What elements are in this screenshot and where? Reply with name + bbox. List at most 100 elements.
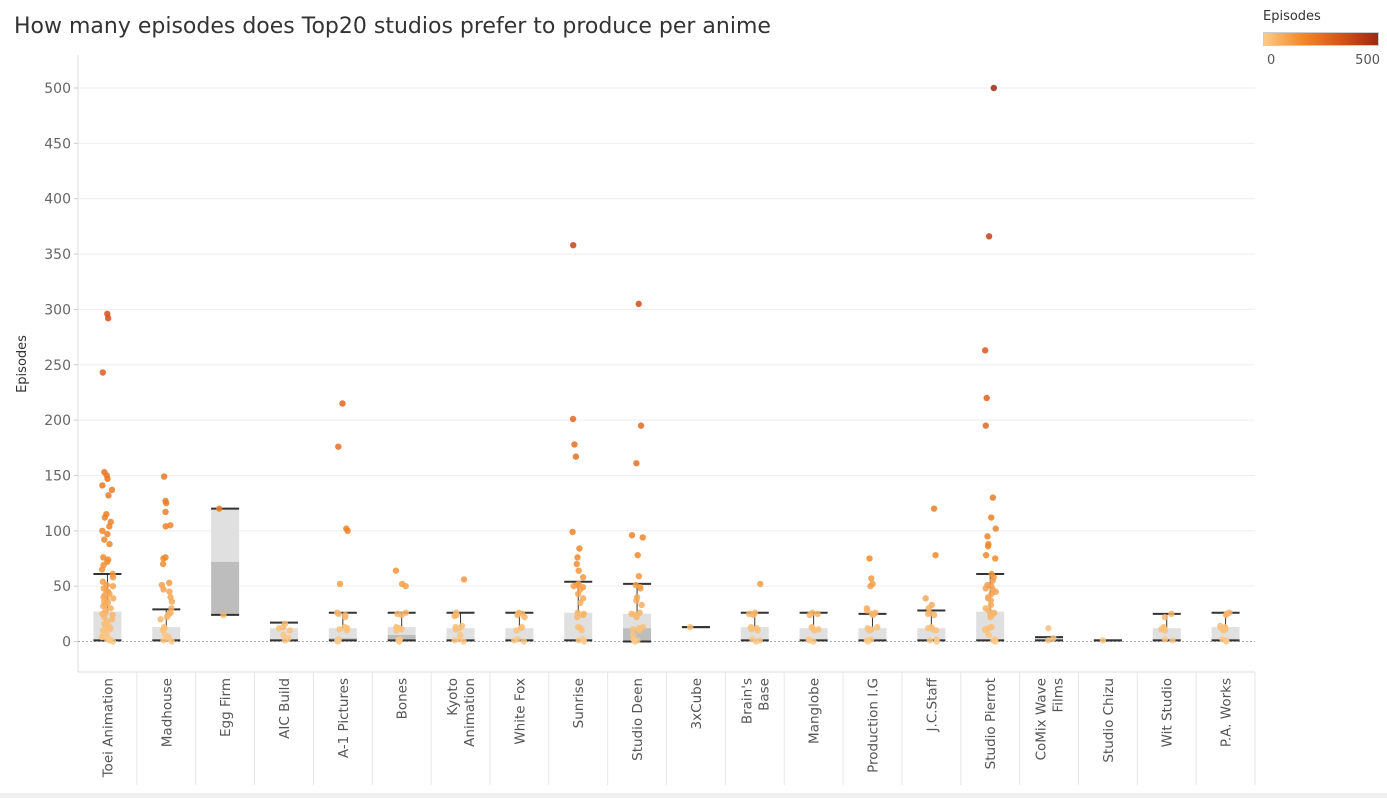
data-point [864, 607, 871, 614]
box-upper [1152, 628, 1181, 640]
data-point [633, 597, 640, 604]
data-point [984, 543, 992, 550]
x-category-label: J.C.Staff [924, 677, 940, 732]
data-point [98, 566, 106, 573]
data-point [637, 422, 645, 429]
data-point [107, 605, 114, 612]
data-point [752, 638, 760, 645]
data-point [633, 460, 640, 467]
legend-max-label: 500 [1355, 53, 1380, 68]
data-point [280, 631, 287, 639]
data-point [106, 540, 113, 548]
data-point [105, 492, 112, 499]
data-point [275, 625, 283, 632]
y-tick-label: 450 [44, 136, 71, 152]
data-point [576, 545, 583, 552]
data-point [985, 631, 992, 639]
data-point [868, 575, 875, 582]
box-lower [623, 628, 652, 642]
data-point [575, 637, 582, 644]
data-point [99, 369, 107, 376]
data-point [982, 347, 989, 354]
data-point [286, 627, 294, 634]
data-point [987, 613, 994, 621]
data-point [930, 505, 938, 512]
data-point [572, 453, 580, 460]
data-point [1169, 637, 1176, 644]
data-point [578, 627, 585, 634]
data-point [982, 551, 990, 559]
data-point [631, 638, 639, 645]
box-lower [211, 561, 240, 615]
box-lower [328, 638, 357, 641]
data-point [579, 611, 587, 619]
x-category-label: Toei Animation [100, 678, 116, 778]
data-point [1161, 627, 1169, 634]
data-point [635, 627, 643, 634]
data-point [335, 443, 342, 450]
box-upper [328, 628, 357, 639]
data-point [637, 585, 644, 592]
x-category-label: Base [756, 678, 772, 711]
y-tick-label: 400 [44, 192, 71, 208]
data-point [575, 590, 582, 598]
data-point [638, 601, 645, 609]
data-point [983, 394, 990, 402]
y-axis-title: Episodes [15, 335, 30, 393]
data-point [162, 523, 169, 530]
data-point [451, 612, 458, 620]
data-point [109, 582, 117, 590]
x-category-label: Sunrise [571, 678, 587, 728]
data-point [992, 638, 999, 645]
box-upper [211, 508, 240, 562]
data-point [521, 613, 528, 621]
data-point [634, 551, 641, 559]
y-tick-label: 350 [44, 247, 71, 263]
data-point [216, 505, 223, 512]
data-point [580, 638, 588, 645]
data-point [460, 576, 468, 583]
data-point [579, 574, 587, 581]
x-category-label: 3xCube [689, 678, 705, 729]
data-point [686, 623, 694, 631]
x-category-label: P.A. Works [1219, 678, 1235, 747]
data-point [398, 611, 405, 619]
data-point [341, 613, 349, 621]
y-tick-label: 100 [44, 524, 71, 540]
data-point [932, 551, 939, 559]
data-point [160, 586, 167, 593]
data-point [160, 473, 168, 480]
y-tick-label: 500 [44, 81, 71, 97]
data-point [811, 627, 818, 634]
chart-title: How many episodes does Top20 studios pre… [14, 14, 771, 39]
data-point [344, 527, 351, 534]
data-point [987, 601, 995, 609]
data-point [1045, 625, 1052, 632]
data-point [104, 315, 112, 322]
data-point [339, 400, 346, 407]
data-point [574, 613, 581, 621]
y-tick-label: 250 [44, 358, 71, 374]
data-point [982, 422, 989, 429]
x-category-label: Bones [395, 678, 411, 719]
x-category-label: Egg Firm [218, 678, 234, 737]
x-category-label: Studio Chizu [1101, 678, 1117, 763]
data-point [639, 534, 646, 541]
data-point [168, 598, 176, 605]
data-point [748, 626, 755, 633]
data-point [865, 627, 873, 634]
x-category-label: AIC Build [277, 678, 293, 739]
data-point [933, 638, 940, 645]
data-point [162, 508, 169, 516]
x-category-label: CoMix Wave [1034, 678, 1050, 760]
x-category-label: Kyoto [445, 678, 461, 716]
data-point [511, 637, 518, 644]
data-point [106, 523, 113, 530]
data-point [988, 514, 995, 521]
data-point [165, 579, 173, 587]
data-point [874, 623, 881, 631]
data-point [514, 611, 521, 619]
data-point [159, 560, 167, 568]
data-point [452, 626, 460, 633]
data-point [629, 626, 637, 633]
